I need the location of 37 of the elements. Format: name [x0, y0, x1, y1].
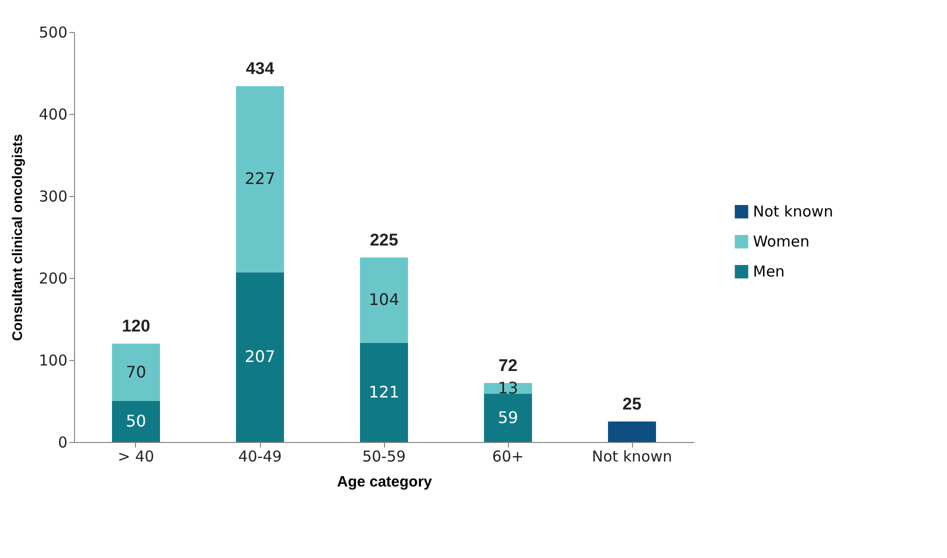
y-tick-label: 300: [38, 188, 68, 206]
data-label: 104: [368, 290, 400, 310]
legend-label: Not known: [753, 202, 834, 221]
total-label: 72: [498, 356, 518, 375]
x-tick-label: > 40: [118, 448, 154, 466]
bar: [236, 272, 284, 442]
bar: [484, 394, 532, 442]
y-axis-title: Consultant clinical oncologists: [8, 134, 25, 341]
x-axis-title: Age category: [336, 474, 433, 490]
x-tick-label: Not known: [592, 448, 672, 466]
y-tick-label: 200: [38, 270, 68, 288]
y-tick-label: 0: [58, 434, 68, 452]
total-label: 434: [246, 59, 275, 78]
data-label: 50: [126, 412, 146, 430]
x-tick-label: 60+: [492, 448, 524, 466]
y-tick-label: 400: [38, 106, 68, 124]
total-label: 120: [122, 316, 150, 336]
x-tick-label: 40-49: [238, 448, 282, 466]
data-label: 227: [244, 169, 276, 188]
data-label: 13: [498, 378, 518, 398]
legend-label: Women: [753, 232, 810, 251]
bar: [360, 258, 408, 343]
data-label: 207: [244, 347, 276, 366]
bar: [112, 344, 160, 401]
y-tick-label: 500: [38, 24, 68, 42]
x-tick-label: 50-59: [362, 448, 406, 466]
bar: [112, 401, 160, 442]
total-label: 225: [370, 230, 398, 250]
data-label: 59: [498, 408, 518, 427]
data-label: 121: [368, 382, 400, 402]
total-label: 25: [622, 394, 642, 414]
bar: [360, 342, 408, 442]
bar: [608, 422, 656, 442]
y-tick-label: 100: [38, 352, 68, 370]
data-label: 70: [126, 362, 146, 382]
legend-label: Men: [753, 262, 785, 281]
bar: [236, 86, 284, 272]
